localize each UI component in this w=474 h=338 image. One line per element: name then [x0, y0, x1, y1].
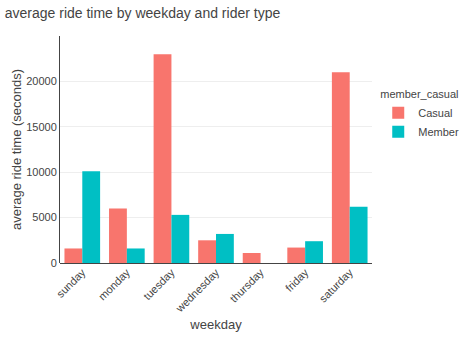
svg-text:wednesday: wednesday [173, 266, 222, 315]
svg-text:20000: 20000 [26, 75, 57, 87]
svg-text:Member: Member [418, 126, 459, 138]
svg-text:tuesday: tuesday [141, 266, 177, 302]
svg-text:10000: 10000 [26, 166, 57, 178]
svg-text:weekday: weekday [189, 317, 242, 332]
svg-text:average ride time by weekday a: average ride time by weekday and rider t… [5, 5, 281, 21]
svg-text:5000: 5000 [32, 211, 56, 223]
svg-text:thursday: thursday [228, 266, 267, 305]
svg-text:average ride time (seconds): average ride time (seconds) [9, 69, 24, 230]
svg-text:monday: monday [96, 266, 133, 303]
svg-text:15000: 15000 [26, 121, 57, 133]
svg-text:friday: friday [283, 266, 311, 294]
svg-text:0: 0 [51, 257, 57, 269]
svg-text:sunday: sunday [54, 266, 88, 300]
svg-text:member_casual: member_casual [380, 88, 458, 100]
svg-text:saturday: saturday [317, 266, 356, 305]
svg-text:Casual: Casual [418, 107, 452, 119]
